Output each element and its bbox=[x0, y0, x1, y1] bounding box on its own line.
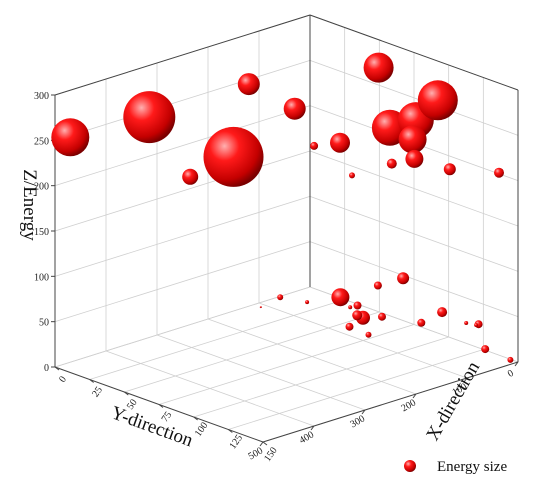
grid-line bbox=[54, 105, 311, 187]
grid-line bbox=[54, 59, 311, 141]
data-point bbox=[348, 305, 353, 310]
grid-line bbox=[54, 286, 311, 368]
y-tick-label: 300 bbox=[349, 413, 367, 430]
data-point bbox=[352, 310, 363, 321]
data-point bbox=[51, 118, 90, 157]
frame-edge bbox=[54, 14, 311, 96]
z-tick-label: 50 bbox=[39, 318, 49, 329]
z-tick-label: 250 bbox=[34, 136, 49, 147]
data-point bbox=[363, 52, 394, 83]
data-point bbox=[259, 306, 262, 309]
x-tick-label: 100 bbox=[193, 420, 211, 439]
data-point bbox=[481, 345, 490, 354]
x-tick-mark bbox=[193, 416, 198, 421]
data-point bbox=[283, 97, 306, 120]
grid-line bbox=[105, 350, 315, 427]
data-point bbox=[443, 163, 456, 176]
z-tick-label: 300 bbox=[34, 91, 49, 102]
x-tick-label: 150 bbox=[262, 445, 280, 464]
grid-line bbox=[124, 311, 380, 393]
y-tick-label: 0 bbox=[506, 368, 516, 380]
x-tick-mark bbox=[89, 379, 94, 383]
z-axis-label: Z/Energy bbox=[19, 169, 40, 241]
z-tick-label: 100 bbox=[34, 272, 49, 283]
x-tick-mark bbox=[262, 441, 268, 446]
data-point bbox=[310, 141, 319, 150]
x-tick-label: 0 bbox=[57, 374, 69, 384]
legend: Energy size bbox=[404, 459, 507, 475]
x-axis-line bbox=[262, 361, 519, 443]
data-point bbox=[331, 288, 350, 307]
grid-line bbox=[193, 336, 449, 418]
x-tick-label: 25 bbox=[90, 385, 105, 400]
y-tick-label: 400 bbox=[298, 429, 316, 446]
grid-line bbox=[207, 318, 417, 395]
data-point bbox=[417, 80, 458, 121]
y-tick-mark bbox=[463, 377, 468, 383]
frame-edge bbox=[309, 14, 519, 91]
y-axis-label: Y-direction bbox=[108, 402, 196, 451]
grid-line bbox=[309, 241, 519, 318]
data-point bbox=[494, 167, 504, 178]
data-point bbox=[378, 312, 386, 321]
data-point bbox=[417, 318, 426, 327]
legend-marker bbox=[404, 460, 416, 472]
data-point bbox=[405, 149, 424, 168]
z-tick-label: 0 bbox=[44, 363, 49, 374]
data-point bbox=[345, 322, 354, 331]
data-point bbox=[237, 73, 260, 96]
grid-line bbox=[309, 150, 519, 227]
x-tick-label: 125 bbox=[227, 433, 245, 452]
grid-line bbox=[158, 324, 415, 405]
data-point bbox=[277, 294, 284, 301]
data-point bbox=[474, 323, 479, 327]
grid-line bbox=[54, 241, 311, 323]
x-tick-mark bbox=[158, 404, 164, 408]
data-point bbox=[398, 125, 427, 154]
data-point bbox=[182, 168, 199, 185]
data-point bbox=[373, 281, 382, 290]
grid-line bbox=[228, 349, 484, 430]
y-tick-mark bbox=[259, 441, 264, 447]
x-tick-mark bbox=[124, 391, 129, 396]
legend-label: Energy size bbox=[437, 459, 507, 475]
data-point bbox=[123, 91, 176, 144]
y-tick-mark bbox=[310, 425, 315, 431]
z-tick-label: 150 bbox=[34, 227, 49, 238]
data-point bbox=[386, 158, 397, 169]
data-points bbox=[51, 52, 514, 363]
z-tick-label: 200 bbox=[34, 182, 49, 193]
grid-line bbox=[309, 195, 519, 272]
data-point bbox=[203, 126, 264, 187]
grid-line bbox=[309, 59, 519, 136]
data-point bbox=[353, 301, 362, 310]
axes-frame bbox=[51, 14, 519, 447]
x-tick-mark bbox=[54, 366, 60, 371]
grid-line bbox=[156, 334, 366, 411]
y-tick-mark bbox=[514, 361, 519, 367]
grid-lines bbox=[54, 14, 519, 443]
data-point bbox=[330, 132, 350, 153]
grid-line bbox=[89, 299, 345, 380]
data-point bbox=[437, 307, 448, 318]
grid-line bbox=[54, 150, 311, 232]
y-tick-label: 200 bbox=[400, 397, 418, 414]
y-tick-label: 500 bbox=[247, 445, 265, 462]
grid-line bbox=[54, 195, 311, 277]
grid-line bbox=[258, 302, 468, 379]
data-point bbox=[349, 172, 355, 179]
y-tick-mark bbox=[412, 393, 417, 399]
data-point bbox=[305, 300, 310, 305]
y-tick-mark bbox=[361, 409, 366, 415]
data-point bbox=[397, 272, 410, 285]
data-point bbox=[464, 321, 469, 325]
data-point bbox=[507, 356, 514, 363]
x-tick-mark bbox=[228, 429, 233, 433]
x-axis-label: X-direction bbox=[422, 358, 484, 445]
data-point bbox=[365, 331, 372, 338]
